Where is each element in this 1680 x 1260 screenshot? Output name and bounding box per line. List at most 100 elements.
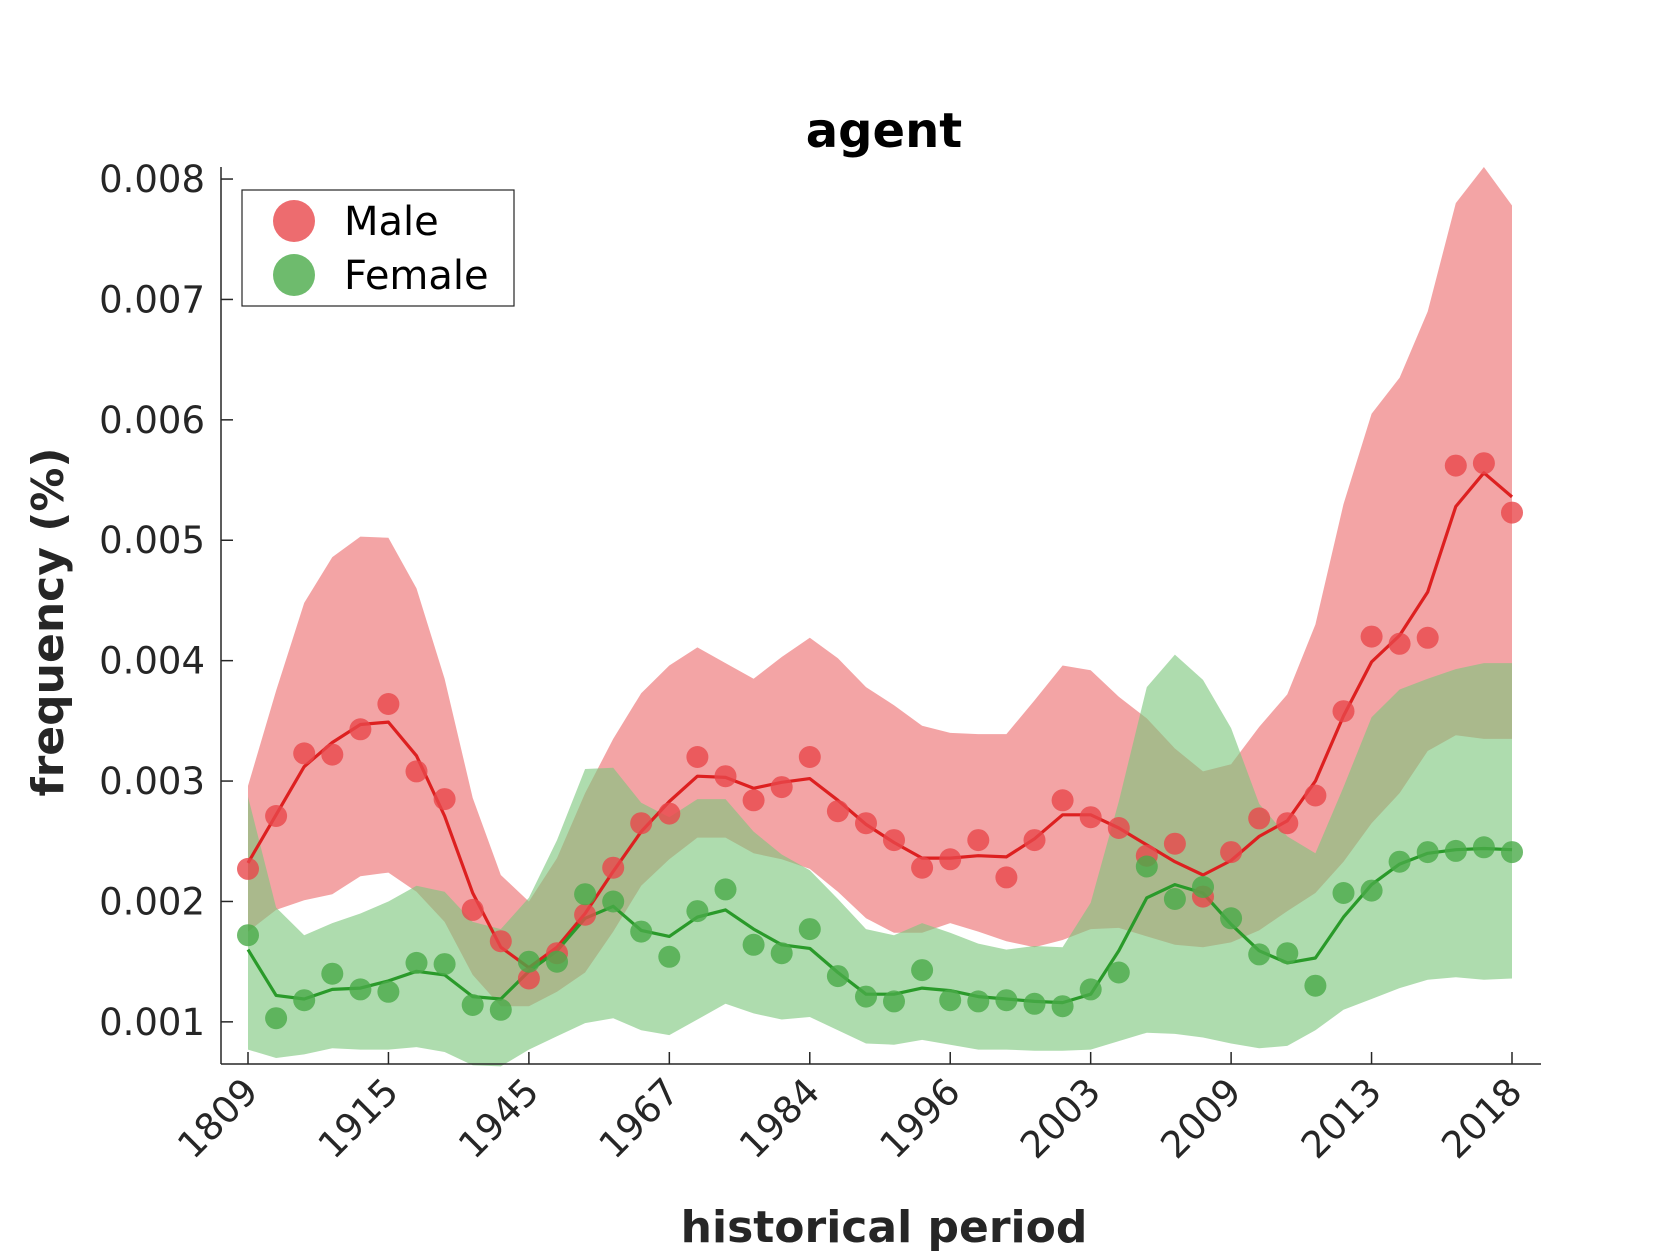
point-female: [1304, 974, 1327, 997]
point-male: [1444, 454, 1467, 477]
point-male: [826, 800, 849, 823]
legend-marker-male: [273, 200, 315, 242]
x-tick-label: 2009: [1152, 1070, 1249, 1167]
x-tick-label: 1809: [169, 1070, 266, 1167]
y-tick-label: 0.004: [99, 640, 205, 683]
point-female: [658, 945, 681, 968]
point-female: [686, 900, 709, 923]
point-male: [517, 967, 540, 990]
point-male: [1023, 829, 1046, 852]
point-female: [574, 883, 597, 906]
line-female: [246, 846, 1513, 1005]
x-axis-title: historical period: [681, 1202, 1088, 1253]
point-female: [433, 953, 456, 976]
point-male: [1360, 625, 1383, 648]
point-male: [995, 866, 1018, 889]
data-points: [237, 452, 1523, 1030]
legend-label-male: Male: [344, 199, 439, 245]
point-female: [237, 924, 259, 947]
point-female: [265, 1007, 288, 1030]
point-female: [714, 878, 737, 901]
point-female: [546, 950, 568, 973]
point-male: [1501, 501, 1523, 524]
point-male: [1220, 841, 1243, 864]
point-female: [911, 959, 934, 982]
point-female: [883, 990, 905, 1013]
point-male: [574, 903, 597, 926]
point-female: [489, 998, 512, 1021]
point-male: [630, 812, 653, 835]
point-male: [1304, 784, 1327, 807]
point-female: [321, 962, 344, 985]
x-tick-label: 2018: [1433, 1070, 1530, 1167]
point-male: [939, 848, 962, 871]
point-male: [405, 760, 428, 783]
point-female: [1332, 882, 1355, 904]
y-tick-label: 0.001: [99, 1001, 205, 1044]
point-female: [630, 920, 653, 943]
point-female: [770, 942, 793, 965]
point-male: [1107, 817, 1130, 839]
y-tick-label: 0.005: [99, 519, 205, 562]
y-tick-label: 0.008: [99, 158, 205, 201]
point-female: [405, 951, 428, 974]
point-female: [377, 980, 400, 1003]
point-male: [1079, 806, 1102, 829]
point-male: [770, 776, 793, 799]
x-tick-label: 1984: [731, 1070, 828, 1167]
point-male: [1276, 812, 1299, 835]
point-male: [658, 802, 681, 825]
point-male: [237, 857, 259, 880]
point-female: [349, 978, 372, 1001]
point-male: [1388, 632, 1411, 655]
point-male: [349, 718, 372, 741]
point-male: [1248, 807, 1271, 830]
point-female: [1248, 943, 1271, 966]
point-female: [1079, 978, 1102, 1001]
point-female: [826, 965, 849, 988]
point-male: [293, 742, 316, 765]
point-male: [911, 856, 934, 879]
point-male: [321, 743, 344, 766]
y-tick-label: 0.002: [99, 880, 205, 923]
point-male: [1051, 789, 1074, 812]
point-female: [939, 989, 962, 1012]
point-female: [1163, 888, 1186, 910]
line-male: [246, 471, 1514, 970]
point-male: [686, 746, 709, 768]
y-tick-label: 0.003: [99, 760, 205, 803]
point-male: [883, 829, 905, 852]
legend: Male Female: [241, 189, 515, 307]
point-male: [602, 856, 625, 879]
point-male: [433, 788, 456, 811]
point-female: [855, 985, 877, 1008]
point-female: [1107, 961, 1130, 984]
point-female: [967, 990, 990, 1013]
x-tick-label: 1967: [591, 1070, 688, 1167]
point-female: [1276, 942, 1299, 965]
x-tick-label: 1945: [450, 1070, 547, 1167]
y-axis-title: frequency (%): [23, 447, 74, 796]
point-female: [461, 994, 484, 1016]
point-female: [1220, 907, 1243, 930]
x-tick-label: 2003: [1012, 1070, 1109, 1167]
point-female: [1051, 995, 1074, 1018]
legend-marker-female: [273, 254, 315, 296]
point-female: [1023, 992, 1046, 1015]
point-male: [1332, 700, 1355, 723]
point-female: [1388, 850, 1411, 873]
point-male: [967, 829, 990, 852]
point-female: [1501, 841, 1523, 864]
point-male: [1163, 832, 1186, 855]
point-female: [798, 918, 821, 941]
point-female: [1360, 879, 1383, 902]
point-female: [1192, 876, 1214, 898]
x-tick-label: 2013: [1293, 1070, 1390, 1167]
point-male: [855, 812, 877, 835]
point-male: [461, 898, 484, 921]
point-female: [742, 933, 765, 956]
point-female: [602, 890, 625, 913]
point-female: [517, 950, 540, 973]
point-female: [293, 989, 316, 1012]
